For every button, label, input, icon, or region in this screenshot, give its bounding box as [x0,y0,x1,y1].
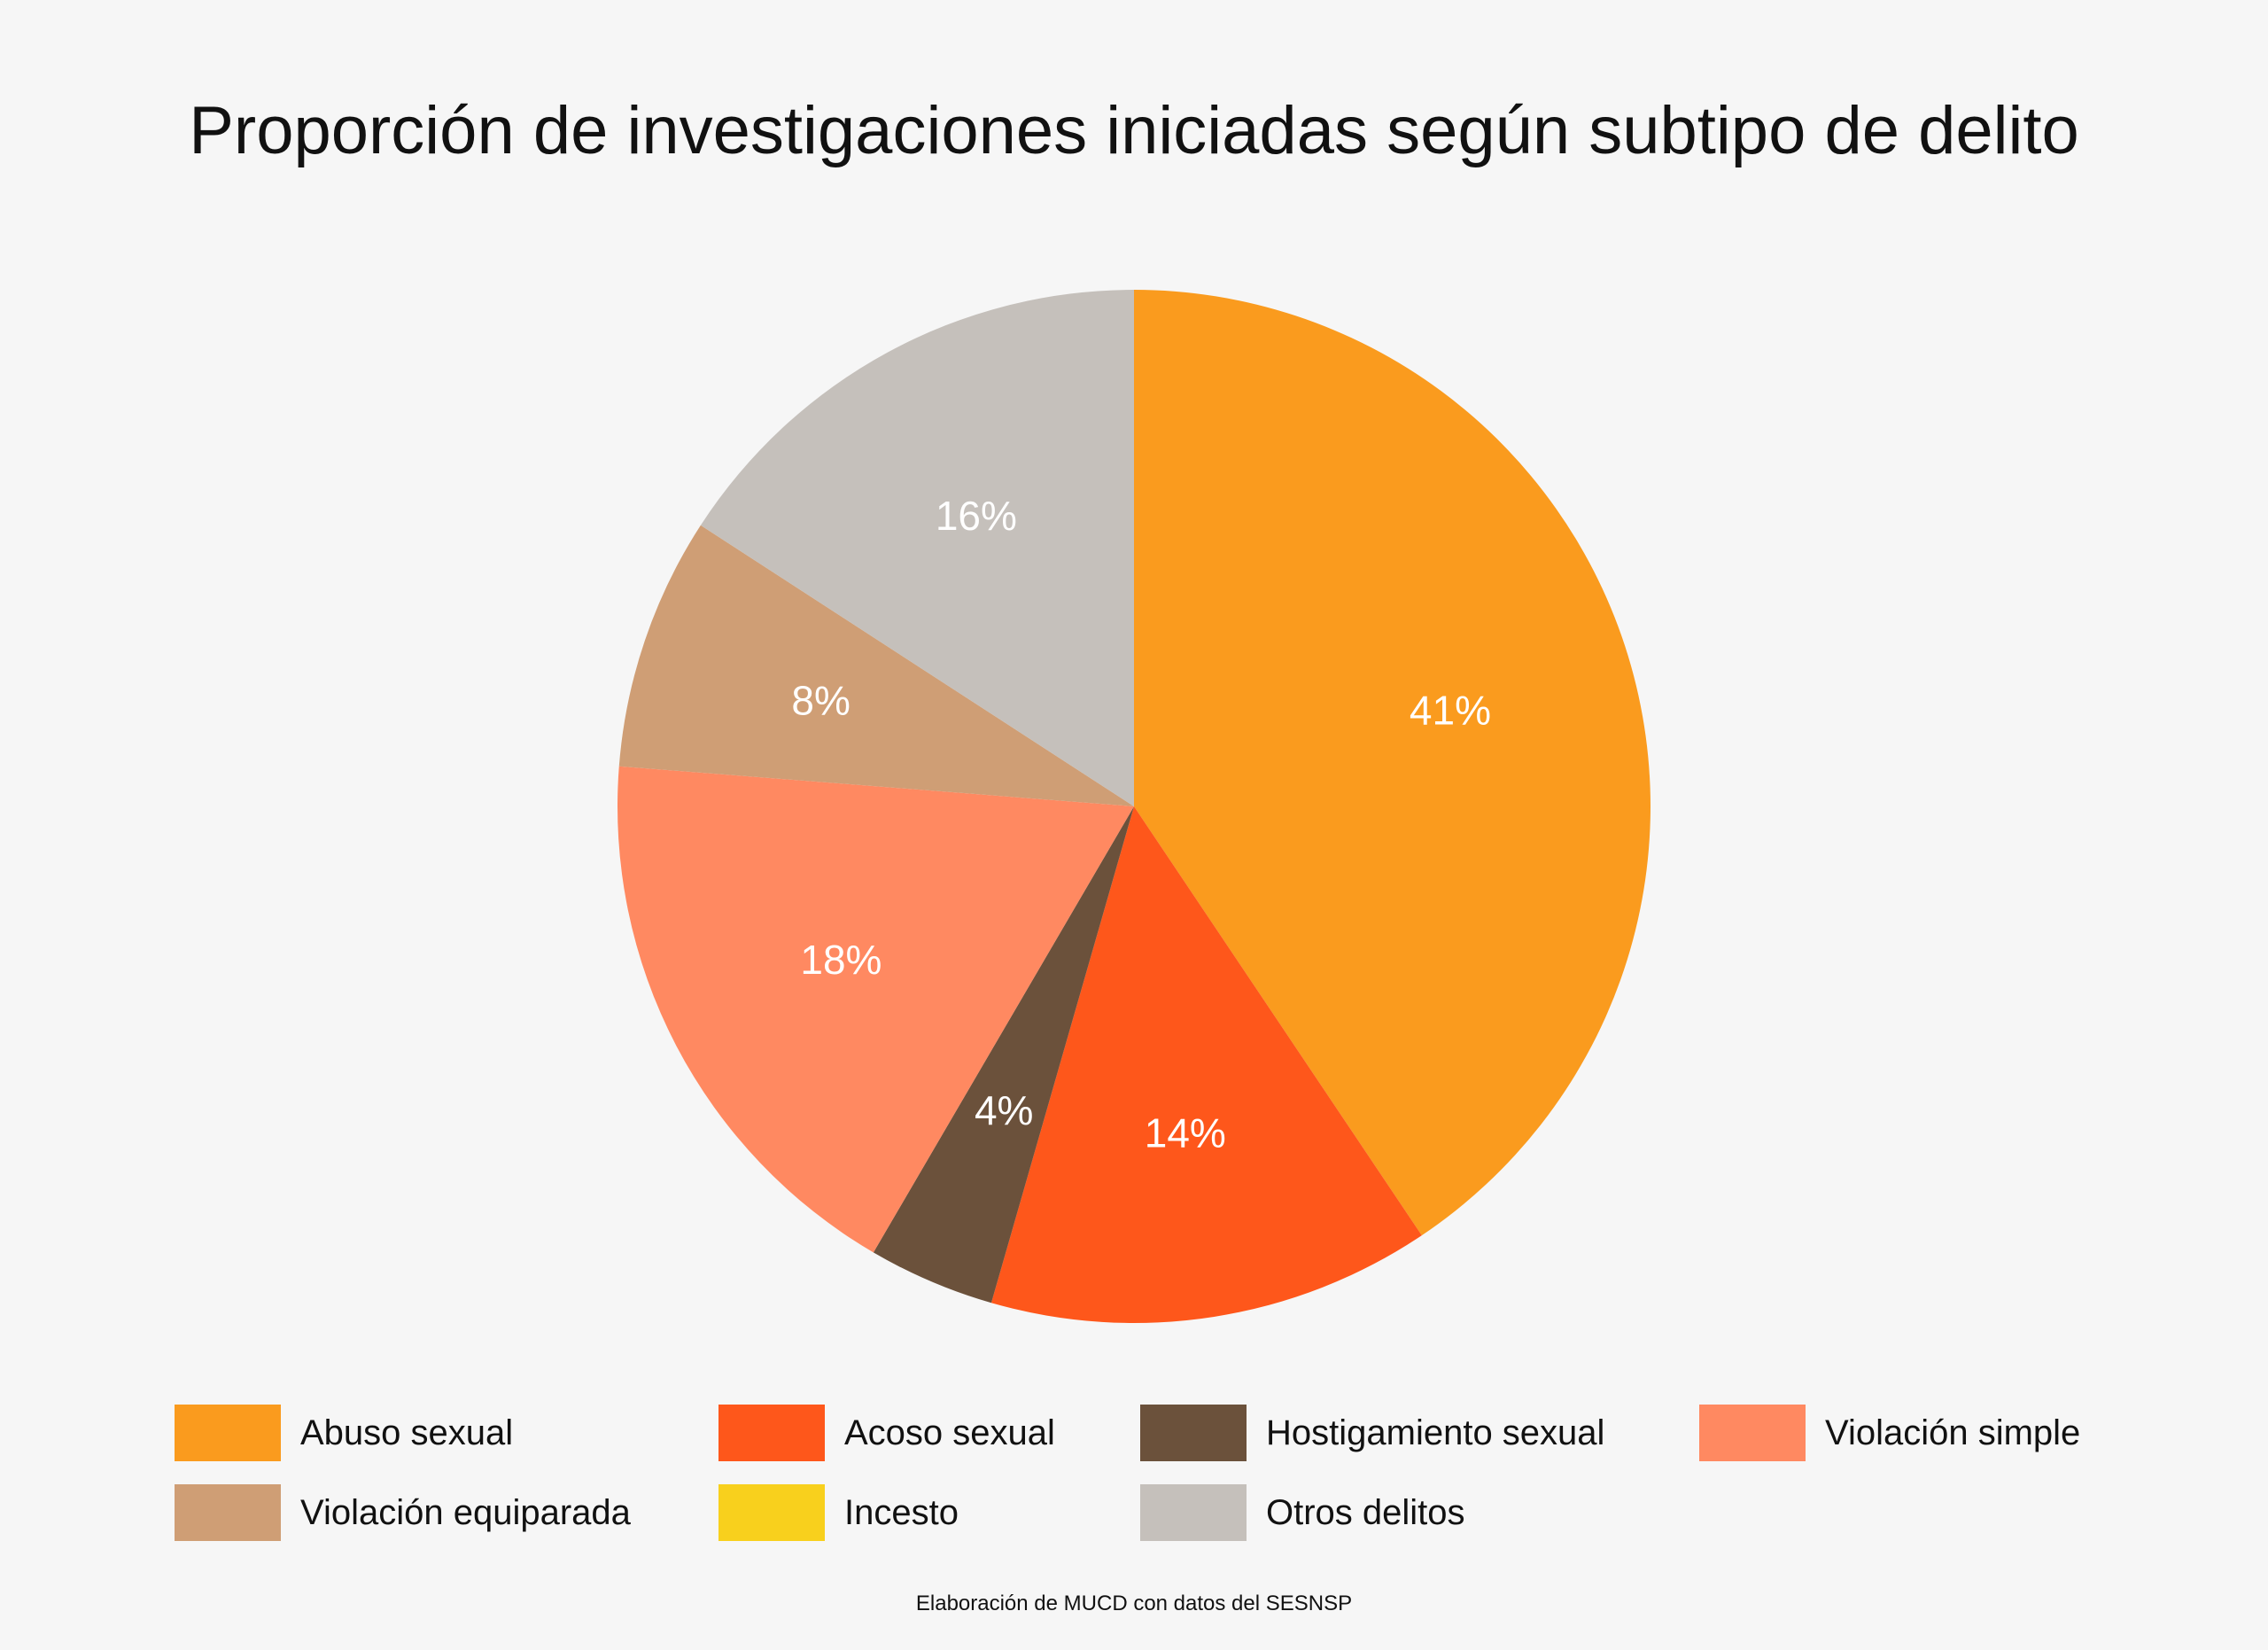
pie-slice-abuso-sexual [1134,290,1651,1236]
pie-slice-violacion-equiparada [618,525,1134,806]
slice-label-violacion-equiparada: 8% [791,677,850,723]
slice-label-violacion-simple: 18% [800,937,882,983]
pie-slice-hostigamiento-sexual [873,806,1134,1304]
pie-slice-otros-delitos [700,290,1134,806]
slice-label-acoso-sexual: 14% [1145,1110,1226,1156]
source-footnote: Elaboración de MUCD con datos del SESNSP [915,1592,1353,1615]
chart-title: Proporción de investigaciones iniciadas … [189,93,2079,168]
slice-label-hostigamiento-sexual: 4% [975,1087,1033,1133]
pie-slice-violacion-simple [617,766,1134,1253]
slice-label-otros-delitos: 16% [936,493,1017,539]
slice-label-abuso-sexual: 41% [1410,687,1491,733]
pie-slice-acoso-sexual [990,806,1422,1323]
